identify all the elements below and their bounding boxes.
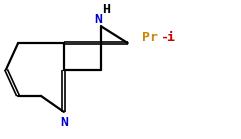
Text: i: i (166, 31, 174, 44)
Text: N: N (94, 13, 102, 26)
Text: -: - (161, 31, 169, 44)
Text: Pr: Pr (142, 31, 158, 44)
Text: N: N (60, 116, 68, 129)
Text: H: H (102, 3, 110, 16)
